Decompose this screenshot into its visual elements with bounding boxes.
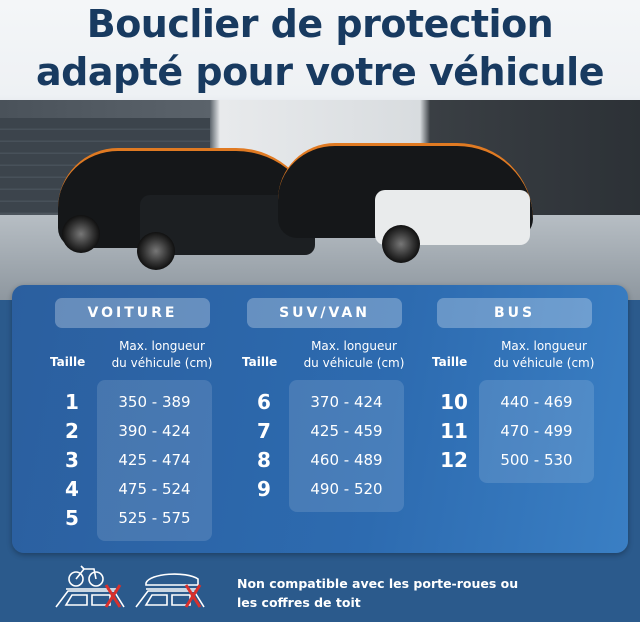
length-label-line-2: du véhicule (cm) <box>111 356 213 370</box>
bike-rack-crossed-icon <box>55 565 125 608</box>
size-label: Taille <box>50 355 86 369</box>
size-label: Taille <box>432 355 468 369</box>
size-number: 7 <box>257 419 271 443</box>
wheel <box>382 225 420 263</box>
range-box <box>289 380 404 512</box>
category-header: BUS <box>437 298 592 328</box>
note-line-2: les coffres de toit <box>237 595 361 610</box>
size-column-bus: BUS Taille Max. longueur du véhicule (cm… <box>424 285 614 553</box>
range-box <box>479 380 594 483</box>
length-range: 350 - 389 <box>118 393 191 411</box>
size-column-suv-van: SUV/VAN Taille Max. longueur du véhicule… <box>234 285 424 553</box>
size-column-voiture: VOITURE Taille Max. longueur du véhicule… <box>42 285 232 553</box>
wheel <box>137 232 175 270</box>
incompatibility-icons <box>52 565 212 614</box>
length-range: 440 - 469 <box>500 393 573 411</box>
hero-photo <box>0 0 640 300</box>
length-range: 470 - 499 <box>500 422 573 440</box>
length-label-line-1: Max. longueur <box>311 339 397 353</box>
length-range: 460 - 489 <box>310 451 383 469</box>
size-number: 3 <box>65 448 79 472</box>
length-range: 525 - 575 <box>118 509 191 527</box>
length-range: 370 - 424 <box>310 393 383 411</box>
length-range: 475 - 524 <box>118 480 191 498</box>
category-header: VOITURE <box>55 298 210 328</box>
compatibility-note: Non compatible avec les porte-roues ou l… <box>237 574 518 612</box>
length-label-line-2: du véhicule (cm) <box>303 356 405 370</box>
size-table: VOITURE Taille Max. longueur du véhicule… <box>12 285 628 553</box>
length-range: 425 - 474 <box>118 451 191 469</box>
length-range: 425 - 459 <box>310 422 383 440</box>
size-number: 12 <box>440 448 468 472</box>
size-number: 6 <box>257 390 271 414</box>
note-line-1: Non compatible avec les porte-roues ou <box>237 576 519 591</box>
size-label: Taille <box>242 355 278 369</box>
headline-line-2: adapté pour votre véhicule <box>36 50 604 94</box>
size-number: 2 <box>65 419 79 443</box>
length-label-line-1: Max. longueur <box>501 339 587 353</box>
category-header: SUV/VAN <box>247 298 402 328</box>
size-number: 1 <box>65 390 79 414</box>
length-range: 490 - 520 <box>310 480 383 498</box>
size-number: 4 <box>65 477 79 501</box>
length-range: 390 - 424 <box>118 422 191 440</box>
size-number: 9 <box>257 477 271 501</box>
headline-line-1: Bouclier de protection <box>86 2 554 46</box>
length-label-line-1: Max. longueur <box>119 339 205 353</box>
wheel <box>62 215 100 253</box>
size-number: 10 <box>440 390 468 414</box>
range-box <box>97 380 212 541</box>
length-label-line-2: du véhicule (cm) <box>493 356 595 370</box>
roof-box-crossed-icon <box>135 573 205 608</box>
size-number: 8 <box>257 448 271 472</box>
length-range: 500 - 530 <box>500 451 573 469</box>
size-number: 11 <box>440 419 468 443</box>
size-number: 5 <box>65 506 79 530</box>
